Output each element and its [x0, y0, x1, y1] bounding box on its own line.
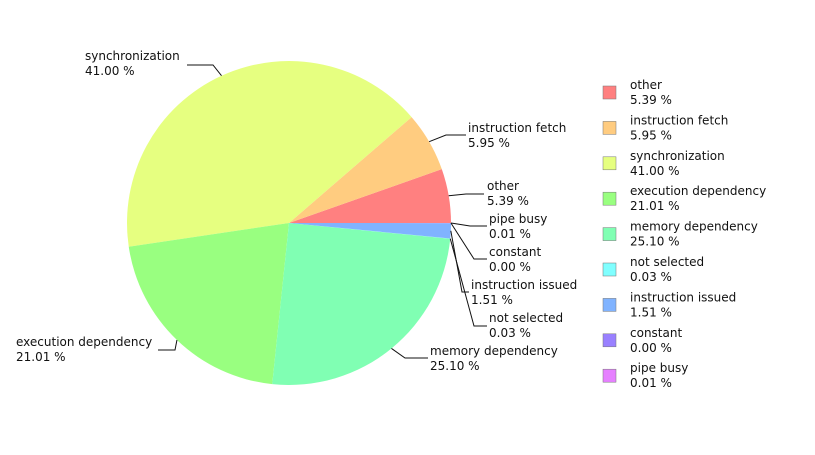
- slice-label: synchronization: [85, 49, 180, 63]
- slice-value-label: 41.00 %: [85, 64, 135, 78]
- slice-value-label: 25.10 %: [430, 359, 480, 373]
- legend-swatch: [602, 333, 617, 348]
- legend-value: 25.10 %: [630, 235, 680, 249]
- slice-label: memory dependency: [430, 344, 558, 358]
- legend-swatch: [602, 156, 617, 171]
- legend-label: other: [630, 78, 662, 92]
- leader-line: [450, 222, 487, 227]
- slice-value-label: 21.01 %: [16, 350, 66, 364]
- leader-line: [428, 134, 466, 143]
- slice-label: execution dependency: [16, 335, 152, 349]
- legend-value: 41.00 %: [630, 164, 680, 178]
- slice-value-label: 0.03 %: [489, 326, 531, 340]
- legend-swatch: [602, 85, 617, 100]
- leader-line: [450, 222, 487, 260]
- legend-swatch: [602, 368, 617, 383]
- slice-value-label: 0.00 %: [489, 260, 531, 274]
- slice-value-label: 5.95 %: [468, 136, 510, 150]
- legend-swatch: [602, 298, 617, 312]
- legend-swatch: [602, 262, 617, 277]
- leader-line: [158, 339, 178, 351]
- slice-value-label: 0.01 %: [489, 227, 531, 241]
- leader-line: [449, 238, 487, 327]
- legend-value: 0.01 %: [630, 376, 672, 390]
- legend-swatch: [602, 121, 617, 135]
- legend-label: instruction issued: [630, 290, 736, 304]
- leader-line: [450, 230, 469, 293]
- legend-value: 21.01 %: [630, 199, 680, 213]
- pie-slice: [289, 223, 451, 239]
- legend-value: 1.51 %: [630, 305, 672, 319]
- legend-label: instruction fetch: [630, 113, 728, 127]
- pie-slice: [289, 169, 451, 223]
- slice-label: not selected: [489, 311, 563, 325]
- slice-value-label: 5.39 %: [487, 194, 529, 208]
- pie-slice: [128, 223, 289, 385]
- legend-label: pipe busy: [630, 361, 688, 375]
- slice-label: instruction fetch: [468, 121, 566, 135]
- legend-value: 5.39 %: [630, 93, 672, 107]
- legend-value: 5.95 %: [630, 128, 672, 142]
- pie-slice: [272, 223, 451, 385]
- legend-label: execution dependency: [630, 184, 766, 198]
- pie-slice: [127, 61, 412, 247]
- slice-value-label: 1.51 %: [471, 293, 513, 307]
- legend-value: 0.00 %: [630, 341, 672, 355]
- legend-label: synchronization: [630, 149, 725, 163]
- slice-label: constant: [489, 245, 541, 259]
- pie-slice: [289, 117, 442, 223]
- pie: [127, 61, 451, 385]
- slice-label: instruction issued: [471, 278, 577, 292]
- legend-label: not selected: [630, 255, 704, 269]
- leader-line: [448, 193, 484, 197]
- slice-label: pipe busy: [489, 212, 547, 226]
- slice-label: other: [487, 179, 519, 193]
- legend-value: 0.03 %: [630, 270, 672, 284]
- pie-slice: [289, 223, 451, 239]
- legend-label: constant: [630, 326, 682, 340]
- legend-swatch: [602, 227, 617, 241]
- legend-swatch: [602, 191, 617, 206]
- legend-label: memory dependency: [630, 220, 758, 234]
- leader-line: [187, 64, 222, 77]
- leader-line: [391, 348, 428, 359]
